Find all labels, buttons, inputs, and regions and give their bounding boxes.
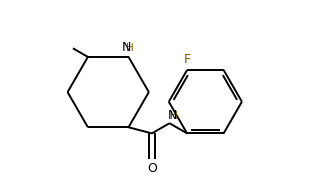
Text: O: O [147, 162, 157, 175]
Text: H: H [126, 43, 134, 53]
Text: H: H [170, 111, 178, 121]
Text: N: N [168, 109, 177, 122]
Text: F: F [183, 53, 190, 66]
Text: N: N [122, 41, 132, 55]
